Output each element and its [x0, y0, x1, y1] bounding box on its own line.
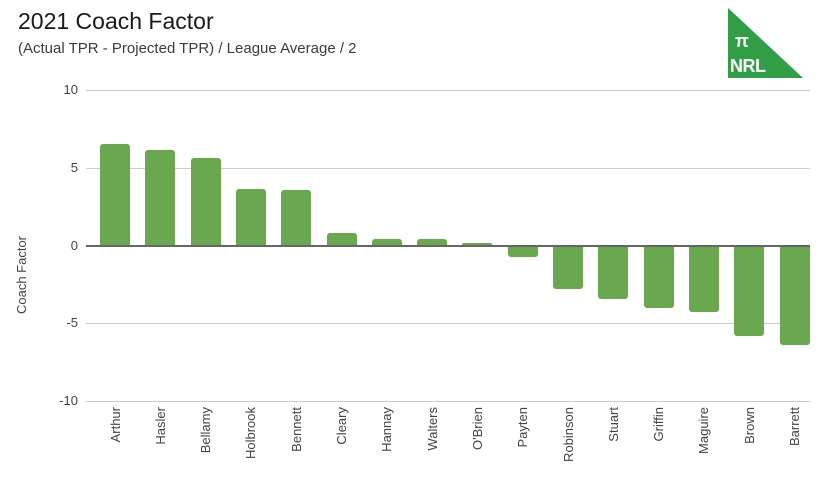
x-axis-label-griffin: Griffin — [651, 407, 667, 442]
chart-subtitle: (Actual TPR - Projected TPR) / League Av… — [18, 40, 357, 57]
x-axis-label-holbrook: Holbrook — [243, 407, 259, 460]
bar-arthur[interactable] — [100, 144, 130, 246]
x-axis-label-robinson: Robinson — [560, 407, 576, 462]
x-axis-label-barrett: Barrett — [787, 407, 802, 447]
bar-maguire[interactable] — [688, 245, 719, 313]
bar-obrien[interactable] — [462, 243, 493, 246]
bar-walters[interactable] — [417, 239, 448, 246]
bar-hannay[interactable] — [371, 239, 402, 246]
bar-bennett[interactable] — [281, 190, 312, 246]
gridline-y--5 — [86, 323, 810, 324]
x-axis-label-bellamy: Bellamy — [198, 407, 214, 454]
bar-bellamy[interactable] — [190, 158, 221, 246]
gridline-y-5 — [86, 168, 810, 169]
x-axis-label-brown: Brown — [741, 407, 757, 444]
bar-holbrook[interactable] — [235, 188, 266, 246]
bar-stuart[interactable] — [598, 245, 629, 300]
bar-griffin[interactable] — [643, 245, 674, 308]
pi-nrl-logo: π NRL — [728, 8, 803, 78]
gridline-y--10 — [86, 401, 810, 402]
x-axis-label-payten: Payten — [515, 407, 531, 448]
zero-baseline — [86, 244, 810, 247]
y-tick-label--5: -5 — [66, 315, 78, 331]
x-axis-label-walters: Walters — [424, 407, 440, 451]
x-axis-label-maguire: Maguire — [696, 407, 712, 454]
x-axis-label-hannay: Hannay — [379, 407, 395, 452]
x-axis-label-stuart: Stuart — [605, 407, 621, 442]
y-tick-label-5: 5 — [70, 159, 78, 175]
y-tick-label-0: 0 — [70, 237, 78, 253]
bar-payten[interactable] — [507, 245, 538, 258]
bar-robinson[interactable] — [553, 245, 583, 290]
bar-hasler[interactable] — [145, 149, 176, 246]
x-axis-label-hasler: Hasler — [152, 407, 168, 445]
logo-triangle — [728, 8, 803, 78]
x-axis-label-obrien: O'Brien — [469, 407, 485, 450]
bar-brown[interactable] — [734, 245, 765, 337]
logo-pi-glyph: π — [735, 31, 749, 51]
x-axis-label-arthur: Arthur — [107, 407, 123, 443]
y-tick-label--10: -10 — [59, 393, 78, 408]
gridline-y-10 — [86, 90, 810, 91]
logo-nrl-text: NRL — [730, 56, 766, 76]
x-axis-label-bennett: Bennett — [288, 407, 304, 452]
y-tick-label-10: 10 — [63, 82, 78, 97]
bar-barrett[interactable] — [779, 245, 810, 346]
chart-title: 2021 Coach Factor — [18, 8, 214, 34]
x-axis-label-cleary: Cleary — [334, 407, 349, 445]
bar-cleary[interactable] — [326, 233, 357, 246]
